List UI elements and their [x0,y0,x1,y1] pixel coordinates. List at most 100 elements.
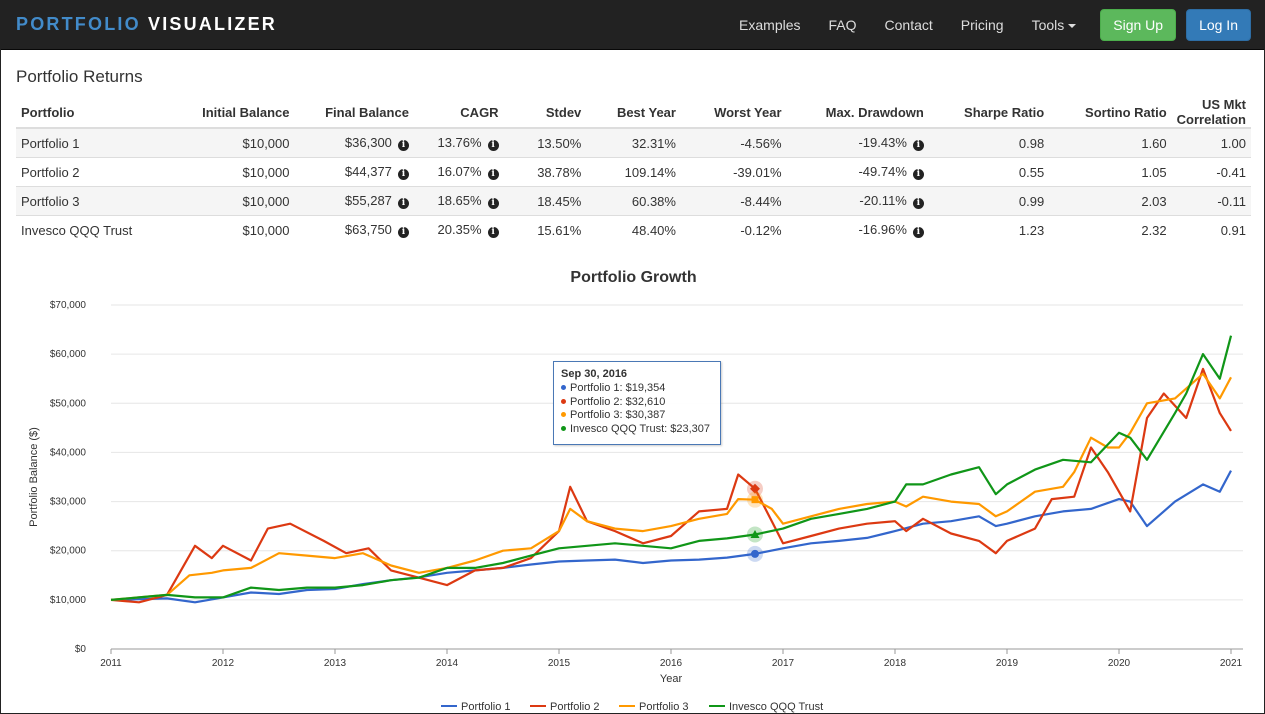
table-header-row: Portfolio Initial Balance Final Balance … [16,97,1251,129]
info-icon[interactable]: i [912,140,924,151]
cell-worst-year: -4.56% [680,127,787,158]
nav-links: Examples FAQ Contact Pricing Tools Sign … [725,1,1251,49]
info-icon[interactable]: i [487,198,499,209]
nav-faq[interactable]: FAQ [828,17,857,33]
col-header-best-year: Best Year [586,97,681,129]
info-icon[interactable]: i [487,169,499,180]
info-icon[interactable]: i [397,169,409,180]
nav-pricing[interactable]: Pricing [960,17,1004,33]
final-balance-value: $55,287 [344,193,392,208]
chart-legend: Portfolio 1 Portfolio 2 Portfolio 3 Inve… [1,701,1264,713]
legend-label: Invesco QQQ Trust [729,701,824,713]
table-row: Portfolio 1 $10,000 $36,300 i 13.76% i 13.… [16,127,1251,158]
final-balance-value: $44,377 [344,164,392,179]
y-axis-title: Portfolio Balance ($) [28,427,40,527]
max-drawdown-value: -49.74% [858,164,907,179]
cell-max-drawdown: -20.11% i [786,186,929,216]
col-header-worst-year: Worst Year [680,97,787,129]
legend-line-icon [441,705,457,707]
cagr-value: 18.65% [437,193,482,208]
chart-tooltip: Sep 30, 2016 Portfolio 1: $19,354 Portfo… [553,361,721,445]
x-tick-label: 2020 [1108,658,1131,669]
info-icon[interactable]: i [487,227,499,238]
y-tick-label: $0 [75,644,87,655]
cell-best-year: 109.14% [586,157,681,187]
table-row: Portfolio 3 $10,000 $55,287 i 18.65% i 18.… [16,186,1251,216]
cell-stdev: 13.50% [503,127,587,158]
legend-label: Portfolio 3 [639,701,689,713]
x-tick-label: 2016 [660,658,683,669]
cell-sortino: 2.32 [1049,215,1172,244]
y-tick-label: $50,000 [50,398,87,409]
legend-label: Portfolio 2 [550,701,600,713]
col-header-portfolio: Portfolio [16,97,176,129]
cell-portfolio-name: Invesco QQQ Trust [16,215,176,244]
circle-marker-icon [751,549,759,558]
col-header-initial-balance: Initial Balance [175,97,295,129]
caret-down-icon [1068,24,1077,29]
x-tick-label: 2017 [772,658,795,669]
cell-initial-balance: $10,000 [175,127,295,158]
info-icon[interactable]: i [397,198,409,209]
info-icon[interactable]: i [397,227,409,238]
cell-correlation: 1.00 [1171,127,1251,158]
legend-item-portfolio-3[interactable]: Portfolio 3 [619,701,689,713]
legend-line-icon [530,705,546,707]
cell-initial-balance: $10,000 [175,186,295,216]
chart-series [110,335,1233,604]
col-header-stdev: Stdev [503,97,587,129]
cell-sortino: 2.03 [1049,186,1172,216]
cell-worst-year: -0.12% [680,215,787,244]
cell-best-year: 32.31% [586,127,681,158]
series-line-1 [110,470,1232,604]
tooltip-row-text: Invesco QQQ Trust: $23,307 [570,422,711,435]
section-title: Portfolio Returns [16,67,143,86]
x-tick-label: 2014 [436,658,459,669]
brand-part1: PORTFOLIO [16,14,141,34]
cell-initial-balance: $10,000 [175,157,295,187]
diamond-marker-icon [750,483,760,494]
nav-tools-label: Tools [1031,17,1065,33]
log-in-button[interactable]: Log In [1186,9,1251,41]
nav-examples[interactable]: Examples [739,17,801,33]
cell-correlation: 0.91 [1171,215,1251,244]
nav-tools-dropdown[interactable]: Tools [1018,1,1091,49]
y-tick-label: $30,000 [50,497,87,508]
series-line-3 [110,372,1232,601]
tooltip-row-portfolio-3: Portfolio 3: $30,387 [561,409,720,423]
chart-grid [111,304,1243,650]
cell-sharpe: 0.98 [928,127,1050,158]
tooltip-row-portfolio-1: Portfolio 1: $19,354 [561,382,720,396]
cell-cagr: 13.76% i [413,127,504,158]
nav-contact[interactable]: Contact [884,17,933,33]
chart-axes: $0 $10,000 $20,000 $30,000 $40,000 $50,000 $60… [50,300,1243,669]
cell-portfolio-name: Portfolio 1 [16,127,176,158]
cell-sortino: 1.60 [1049,127,1172,158]
cell-portfolio-name: Portfolio 2 [16,157,176,187]
cell-final-balance: $44,377 i [294,157,414,187]
series-dot-icon [561,385,566,390]
legend-item-portfolio-2[interactable]: Portfolio 2 [530,701,600,713]
legend-label: Portfolio 1 [461,701,511,713]
cell-stdev: 38.78% [503,157,587,187]
tooltip-row-text: Portfolio 3: $30,387 [570,409,666,421]
cagr-value: 16.07% [437,164,482,179]
brand-logo[interactable]: PORTFOLIO VISUALIZER [16,14,277,35]
info-icon[interactable]: i [487,140,499,151]
info-icon[interactable]: i [912,227,924,238]
cell-final-balance: $55,287 i [294,186,414,216]
cell-sharpe: 1.23 [928,215,1050,244]
info-icon[interactable]: i [912,198,924,209]
legend-item-portfolio-1[interactable]: Portfolio 1 [441,701,511,713]
series-line-2 [110,367,1232,604]
y-tick-label: $40,000 [50,447,87,458]
legend-item-qqq[interactable]: Invesco QQQ Trust [709,701,823,713]
cagr-value: 20.35% [437,222,482,237]
legend-line-icon [619,705,635,707]
info-icon[interactable]: i [912,169,924,180]
sign-up-button[interactable]: Sign Up [1100,9,1177,41]
square-marker-icon [751,496,759,504]
info-icon[interactable]: i [397,140,409,151]
